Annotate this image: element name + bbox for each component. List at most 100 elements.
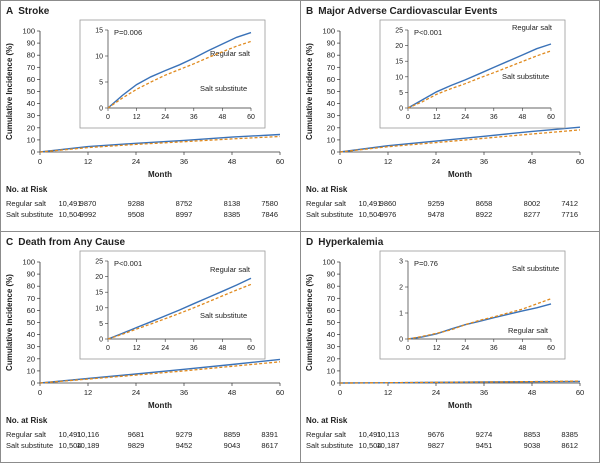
panel-a-legend-regular: Regular salt xyxy=(210,49,251,58)
panel-c-y-tick-label: 90 xyxy=(27,270,35,279)
panel-b-at-risk-value: 9860 xyxy=(380,199,397,208)
panel-a-inset-line-substitute xyxy=(107,40,252,109)
panel-a-at-risk-value: 8138 xyxy=(224,199,241,208)
panel-c-y-tick-label: 60 xyxy=(27,306,35,315)
panel-a-y-tick-label: 90 xyxy=(27,39,35,48)
panel-c-x-tick-label: 0 xyxy=(38,388,42,397)
panel-b-at-risk-value: 8277 xyxy=(524,210,541,219)
panel-d-at-risk-value: 10,491 xyxy=(359,430,382,439)
panel-d-legend-regular: Regular salt xyxy=(508,326,549,335)
panel-a-at-risk-value: 10,504 xyxy=(59,210,82,219)
panel-a-letter: A xyxy=(6,6,13,17)
panel-a-y-tick-label: 60 xyxy=(27,75,35,84)
panel-b-inset-y-tick-label: 10 xyxy=(395,74,403,81)
panel-c-y-tick-label: 70 xyxy=(27,294,35,303)
panel-b-inset-frame xyxy=(379,19,566,129)
panel-a-y-tick-label: 40 xyxy=(27,99,35,108)
panel-b-y-tick-label: 60 xyxy=(327,75,335,84)
panel-c-inset-y-tick-label: 20 xyxy=(95,274,103,281)
panel-a-at-risk-value: 8997 xyxy=(176,210,193,219)
panel-b-inset-y-tick-label: 15 xyxy=(395,59,403,66)
panel-b-y-tick-label: 20 xyxy=(327,123,335,132)
panel-c-x-tick-label: 36 xyxy=(180,388,188,397)
panel-a-inset-x-tick-label: 60 xyxy=(247,114,255,121)
panel-c-y-tick-label: 10 xyxy=(27,366,35,375)
panel-d-main-line-substitute xyxy=(339,380,581,384)
panel-b-y-tick-label: 100 xyxy=(322,27,335,36)
panel-d-title: D Hyperkalemia xyxy=(306,237,384,248)
panel-d-inset-x-tick-label: 48 xyxy=(519,345,527,352)
panel-c-x-axis-label: Month xyxy=(148,401,172,410)
panel-b-title: B Major Adverse Cardiovascular Events xyxy=(306,6,498,17)
panel-d-inset-x-tick-label: 24 xyxy=(461,345,469,352)
panel-d-at-risk-label: Salt substitute xyxy=(306,441,353,450)
panel-b-inset-x-tick-label: 12 xyxy=(433,114,441,121)
panel-c-x-tick-label: 12 xyxy=(84,388,92,397)
panel-d-y-axis-label: Cumulative Incidence (%) xyxy=(305,274,314,371)
panel-d-p-value: P=0.76 xyxy=(414,259,438,268)
panel-b-inset-x-tick-label: 60 xyxy=(547,114,555,121)
panel-b-y-tick-label: 50 xyxy=(327,87,335,96)
panel-b-at-risk-value: 9259 xyxy=(428,199,445,208)
panel-c-y-tick-label: 100 xyxy=(22,258,35,267)
panel-a-inset-y-tick-label: 5 xyxy=(99,80,103,87)
panel-c-inset-line-regular xyxy=(107,277,252,340)
panel-d-y-tick-label: 20 xyxy=(327,354,335,363)
panel-b-at-risk-value: 10,491 xyxy=(359,199,382,208)
panel-b-at-risk-label: Salt substitute xyxy=(306,210,353,219)
panel-c-inset-y-tick-label: 10 xyxy=(95,305,103,312)
panel-b-p-value: P<0.001 xyxy=(414,28,442,37)
panel-b-at-risk-value: 7412 xyxy=(561,199,578,208)
panel-d-y-tick-label: 50 xyxy=(327,318,335,327)
panel-a-inset-x-tick-label: 36 xyxy=(190,114,198,121)
panel-b-inset-line-substitute xyxy=(407,50,552,109)
panel-b-at-risk-value: 8922 xyxy=(476,210,493,219)
panel-c-inset-x-tick-label: 48 xyxy=(219,345,227,352)
panel-d-y-tick-label: 0 xyxy=(331,379,335,388)
panel-d-inset-y-tick-label: 1 xyxy=(399,311,403,318)
panel-c-at-risk-value: 10,189 xyxy=(77,441,100,450)
panel-b-x-tick-label: 48 xyxy=(528,157,536,166)
panel-a-at-risk-label: Salt substitute xyxy=(6,210,53,219)
panel-a-inset-y-tick-label: 10 xyxy=(95,54,103,61)
panel-c-title: C Death from Any Cause xyxy=(6,237,126,248)
panel-b-inset-x-tick-label: 36 xyxy=(490,114,498,121)
panel-b-y-tick-label: 10 xyxy=(327,135,335,144)
panel-b-at-risk-value: 7716 xyxy=(561,210,578,219)
panel-b: B Major Adverse Cardiovascular Events 0 10 2… xyxy=(305,6,584,219)
panel-c-at-risk-value: 9681 xyxy=(128,430,145,439)
panel-a-at-risk-value: 7580 xyxy=(261,199,278,208)
panel-c-inset-x-tick-label: 36 xyxy=(190,345,198,352)
panel-d-at-risk-value: 10,113 xyxy=(377,430,399,439)
panel-a-p-value: P=0.006 xyxy=(114,28,142,37)
panel-a-y-tick-label: 10 xyxy=(27,135,35,144)
panel-b-at-risk-value: 9976 xyxy=(380,210,397,219)
panel-d-at-risk-value: 9827 xyxy=(428,441,445,450)
panel-c-inset-y-tick-label: 5 xyxy=(99,321,103,328)
panel-d-y-tick-label: 30 xyxy=(327,342,335,351)
panel-a-y-tick-label: 100 xyxy=(22,27,35,36)
panel-b-title-text: Major Adverse Cardiovascular Events xyxy=(318,6,498,17)
panel-c-letter: C xyxy=(6,237,13,248)
panel-d-at-risk-value: 9676 xyxy=(428,430,445,439)
panel-c-title-text: Death from Any Cause xyxy=(18,237,125,248)
panel-b-inset-x-tick-label: 24 xyxy=(461,114,469,121)
panel-a-x-tick-label: 12 xyxy=(84,157,92,166)
panel-b-x-axis-label: Month xyxy=(448,170,472,179)
panel-d-x-tick-label: 36 xyxy=(480,388,488,397)
panel-d-y-tick-label: 60 xyxy=(327,306,335,315)
panel-b-at-risk-value: 10,504 xyxy=(359,210,382,219)
panel-c-at-risk-value: 10,504 xyxy=(59,441,82,450)
panel-c-at-risk-value: 8617 xyxy=(261,441,278,450)
panel-c-inset-frame xyxy=(79,250,266,360)
panel-d-inset-y-tick-label: 2 xyxy=(399,285,403,292)
panel-d-inset-y-tick-label: 3 xyxy=(399,259,403,266)
panel-a-at-risk-value: 8752 xyxy=(176,199,193,208)
panel-a-at-risk-value: 9508 xyxy=(128,210,145,219)
panel-c-y-tick-label: 20 xyxy=(27,354,35,363)
panel-d-at-risk-value: 8385 xyxy=(561,430,578,439)
panel-c-inset-x-tick-label: 0 xyxy=(106,345,110,352)
panel-a-at-risk-value: 9288 xyxy=(128,199,145,208)
panel-a-y-tick-label: 70 xyxy=(27,63,35,72)
panel-d-at-risk-value: 8853 xyxy=(524,430,541,439)
